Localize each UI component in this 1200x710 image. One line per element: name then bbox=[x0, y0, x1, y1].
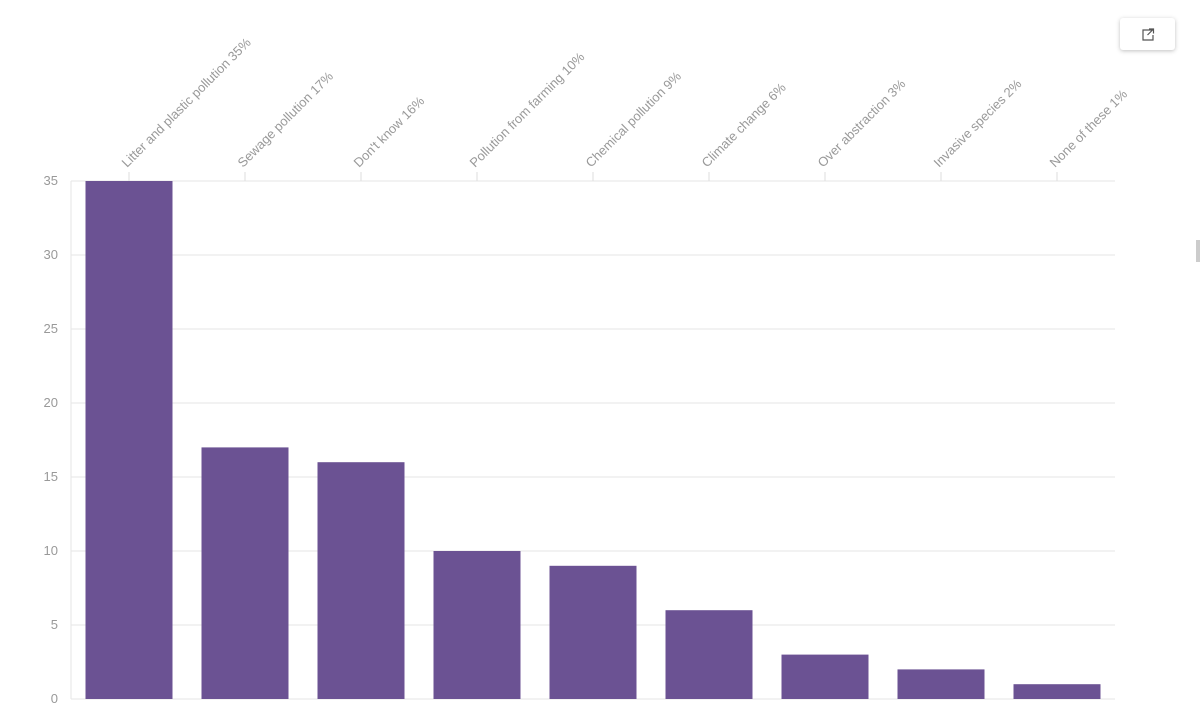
x-tick-label: None of these 1% bbox=[1047, 86, 1131, 170]
scrollbar[interactable] bbox=[1196, 240, 1200, 262]
bar bbox=[897, 669, 985, 699]
x-tick-label: Pollution from farming 10% bbox=[467, 49, 588, 170]
x-tick-label: Sewage pollution 17% bbox=[235, 68, 337, 170]
bar bbox=[1013, 684, 1101, 699]
bar bbox=[85, 181, 173, 699]
bar bbox=[665, 610, 753, 699]
x-tick-label: Climate change 6% bbox=[699, 79, 790, 170]
x-tick-label: Invasive species 2% bbox=[931, 76, 1025, 170]
y-tick-label: 30 bbox=[44, 247, 58, 262]
y-tick-label: 20 bbox=[44, 395, 58, 410]
x-tick-label: Litter and plastic pollution 35% bbox=[119, 35, 255, 171]
y-tick-label: 15 bbox=[44, 469, 58, 484]
bar bbox=[549, 565, 637, 699]
y-tick-label: 25 bbox=[44, 321, 58, 336]
bar bbox=[317, 462, 405, 699]
export-button[interactable] bbox=[1120, 18, 1175, 50]
y-tick-label: 10 bbox=[44, 543, 58, 558]
y-tick-label: 35 bbox=[44, 173, 58, 188]
x-tick-label: Chemical pollution 9% bbox=[583, 68, 685, 170]
bar bbox=[201, 447, 289, 699]
export-icon bbox=[1142, 28, 1155, 41]
x-tick-label: Over abstraction 3% bbox=[815, 76, 909, 170]
y-tick-label: 5 bbox=[51, 617, 58, 632]
bar bbox=[433, 551, 521, 699]
x-tick-label: Don't know 16% bbox=[351, 93, 428, 170]
y-tick-label: 0 bbox=[51, 691, 58, 706]
bar bbox=[781, 654, 869, 699]
